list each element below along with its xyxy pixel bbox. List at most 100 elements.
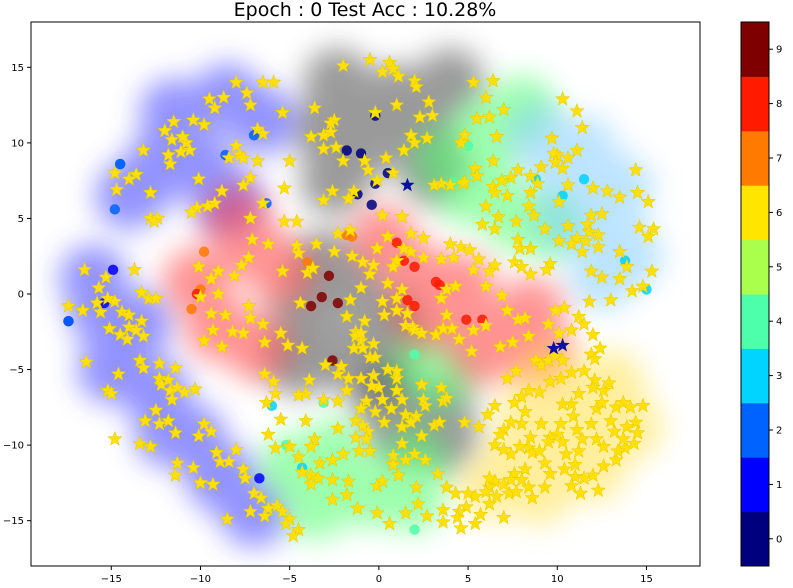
star-marker (406, 322, 423, 337)
star-marker (190, 258, 207, 274)
colorbar-segment (741, 185, 769, 241)
star-marker (169, 379, 186, 395)
star-marker (481, 495, 498, 511)
star-marker (255, 195, 271, 210)
star-marker (453, 134, 469, 150)
star-marker (358, 430, 375, 446)
star-marker (360, 161, 376, 177)
star-marker (574, 430, 591, 446)
stars (60, 51, 662, 543)
y-tick-label: 10 (11, 138, 24, 149)
star-marker (581, 293, 598, 309)
star-marker (408, 78, 425, 94)
star-marker (485, 72, 501, 88)
star-marker (397, 504, 414, 520)
cluster-blob (134, 399, 203, 468)
star-marker (355, 417, 371, 433)
star-marker (513, 258, 530, 274)
star-marker (206, 99, 223, 115)
star-marker (410, 495, 426, 511)
star-marker (365, 367, 382, 383)
star-marker (294, 340, 310, 356)
star-marker (626, 435, 642, 451)
star-marker (210, 285, 227, 301)
star-marker (324, 452, 341, 467)
star-marker (342, 291, 359, 307)
x-axis: −15 −10 −5 0 5 10 15 (101, 566, 653, 585)
star-marker (472, 506, 489, 522)
y-tick-label: −5 (9, 365, 24, 376)
star-marker (385, 447, 401, 463)
star-marker (524, 489, 541, 505)
star-marker (506, 254, 523, 269)
star-marker (522, 167, 539, 183)
star-marker (529, 175, 546, 191)
star-marker (203, 305, 219, 321)
star-marker (244, 231, 261, 247)
star-marker (590, 482, 607, 498)
star-marker (128, 166, 145, 182)
star-marker (255, 316, 271, 331)
star-marker (365, 257, 382, 272)
dot-class-0 (341, 145, 352, 156)
star-marker (340, 473, 357, 489)
star-marker (522, 184, 539, 200)
star-marker (360, 423, 376, 439)
dot-class-9 (305, 300, 317, 312)
star-marker (253, 489, 269, 505)
star-marker (376, 414, 393, 430)
star-marker (554, 160, 571, 176)
dot-class-3 (578, 173, 590, 185)
y-axis: 15 10 5 0 −5 −10 −15 (3, 63, 31, 527)
star-marker (551, 193, 567, 209)
star-marker (563, 364, 580, 380)
colorbar-segment (741, 294, 769, 349)
x-tick-label: −5 (282, 574, 297, 585)
star-marker (174, 128, 191, 144)
star-marker (187, 380, 203, 396)
star-marker (240, 249, 257, 265)
cluster-blob (451, 136, 520, 205)
star-marker (167, 359, 184, 375)
star-marker (565, 408, 582, 424)
star-marker (595, 382, 612, 398)
star-marker (219, 510, 236, 526)
star-marker (305, 260, 321, 275)
star-marker (210, 263, 227, 278)
star-marker (396, 240, 412, 256)
dot-class-2 (109, 204, 121, 215)
star-marker (465, 322, 482, 337)
star-marker (586, 371, 603, 387)
star-marker (495, 509, 512, 525)
star-marker (98, 269, 114, 285)
star-marker (362, 442, 378, 458)
star-marker (508, 483, 525, 499)
star-marker (508, 362, 525, 378)
star-marker (347, 429, 364, 445)
star-marker (556, 461, 573, 476)
colorbar-segment (741, 511, 769, 567)
star-marker (438, 306, 455, 322)
colorbar-tick-label: 4 (776, 317, 782, 328)
star-marker (517, 403, 533, 419)
star-marker (481, 108, 498, 124)
star-marker (583, 415, 599, 431)
star-marker (338, 308, 355, 324)
star-marker (367, 403, 384, 419)
star-marker (506, 394, 523, 410)
star-marker (549, 426, 566, 442)
star-marker (110, 365, 127, 381)
star-marker (560, 217, 576, 233)
star-marker (492, 426, 508, 442)
star-marker (280, 337, 296, 353)
star-marker (330, 420, 346, 436)
star-marker (536, 479, 553, 495)
star-marker (478, 317, 494, 333)
star-marker (611, 243, 628, 259)
colorbar-segment (741, 348, 769, 404)
star-marker (315, 140, 332, 156)
star-marker (205, 476, 221, 492)
star-marker (640, 193, 657, 209)
